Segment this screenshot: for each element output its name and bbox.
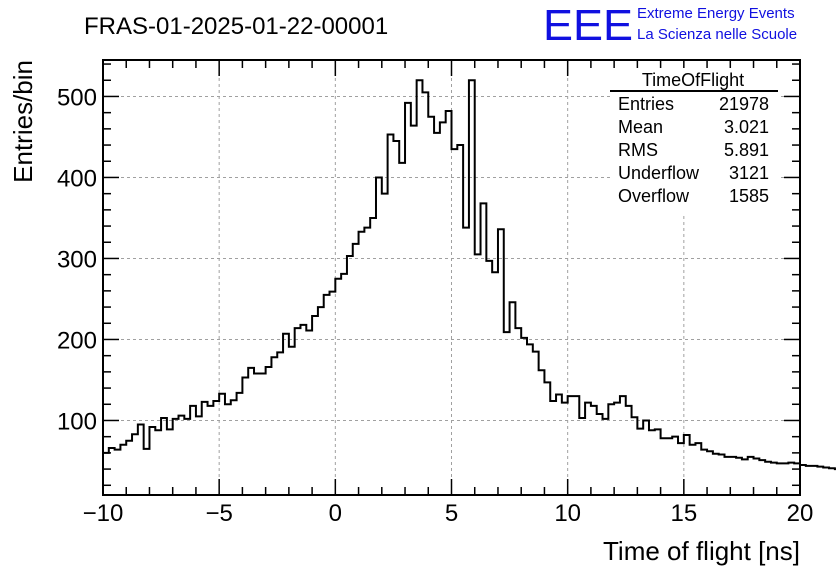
logo-line-2: La Scienza nelle Scuole: [637, 26, 797, 43]
stats-value-underflow: 3121: [729, 163, 769, 183]
stats-value-overflow: 1585: [729, 186, 769, 206]
x-tick-label: 10: [554, 500, 581, 527]
stats-value-entries: 21978: [719, 94, 769, 114]
x-tick-label: −10: [83, 500, 124, 527]
histogram-series-line: [103, 79, 836, 471]
eee-logo: EEE: [543, 1, 633, 50]
logo-line-1: Extreme Energy Events: [637, 5, 795, 22]
y-tick-label: 500: [57, 84, 97, 111]
stats-label-overflow: Overflow: [618, 186, 690, 206]
x-tick-label: 0: [329, 500, 342, 527]
stats-value-mean: 3.021: [724, 117, 769, 137]
stats-value-rms: 5.891: [724, 140, 769, 160]
y-axis-label: Entries/bin: [8, 60, 38, 183]
stats-label-rms: RMS: [618, 140, 658, 160]
stats-label-mean: Mean: [618, 117, 663, 137]
x-tick-label: 5: [445, 500, 458, 527]
stats-label-entries: Entries: [618, 94, 674, 114]
y-tick-label: 200: [57, 327, 97, 354]
y-tick-label: 400: [57, 165, 97, 192]
x-axis-label: Time of flight [ns]: [603, 536, 800, 566]
x-tick-label: 15: [670, 500, 697, 527]
y-tick-label: 100: [57, 408, 97, 435]
x-tick-label: 20: [787, 500, 814, 527]
run-title: FRAS-01-2025-01-22-00001: [84, 13, 388, 40]
stats-label-underflow: Underflow: [618, 163, 700, 183]
x-tick-label: −5: [205, 500, 232, 527]
stats-title: TimeOfFlight: [642, 70, 744, 90]
axis-ticks: [102, 60, 801, 495]
stats-box: TimeOfFlight Entries 21978 Mean 3.021 RM…: [610, 68, 780, 213]
axis-tick-labels: −10 −5 0 5 10 15 20 100 200 300 400 500: [57, 84, 813, 527]
y-tick-label: 300: [57, 246, 97, 273]
